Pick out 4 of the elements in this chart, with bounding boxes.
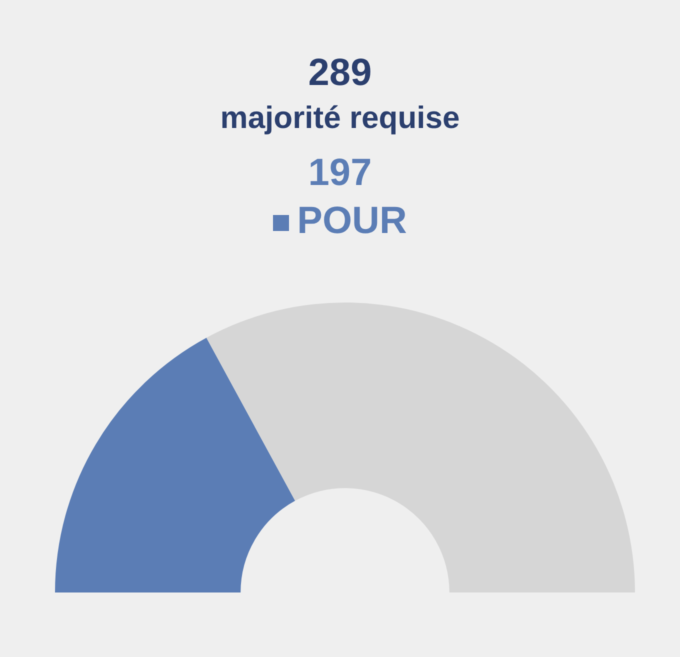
data-label: 197 bbox=[307, 152, 373, 195]
chart-subtitle: majorité requise bbox=[219, 100, 461, 136]
legend-label: POUR bbox=[297, 200, 407, 242]
chart-title: 289 bbox=[307, 52, 373, 95]
